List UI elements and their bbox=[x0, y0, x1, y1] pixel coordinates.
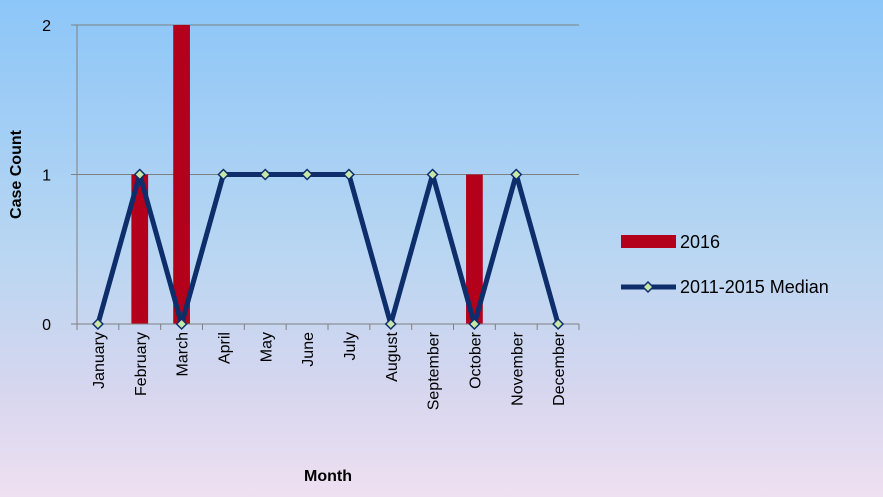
x-tick-label: March bbox=[175, 332, 192, 376]
median-line bbox=[95, 172, 561, 327]
x-tick-label: January bbox=[91, 332, 108, 389]
x-tick-label: May bbox=[258, 332, 275, 362]
y-tick-label: 1 bbox=[42, 168, 51, 185]
median-point bbox=[133, 168, 146, 181]
median-point bbox=[510, 168, 523, 181]
median-point bbox=[301, 168, 314, 181]
bar bbox=[131, 174, 149, 324]
legend-swatch-2016 bbox=[621, 235, 676, 248]
y-tick-label: 2 bbox=[42, 18, 51, 35]
axes bbox=[71, 24, 580, 330]
gridlines bbox=[77, 24, 579, 175]
median-point bbox=[259, 168, 272, 181]
median-point bbox=[175, 317, 188, 331]
legend-label-2016: 2016 bbox=[680, 232, 720, 252]
x-tick-label: December bbox=[551, 331, 568, 405]
legend-marker-median bbox=[641, 280, 655, 294]
legend-label-median: 2011-2015 Median bbox=[680, 277, 829, 297]
y-axis-title: Case Count bbox=[8, 129, 25, 219]
x-tick-label: April bbox=[216, 332, 233, 364]
line-series-median bbox=[91, 168, 565, 331]
bar bbox=[466, 174, 483, 324]
median-point bbox=[342, 168, 355, 181]
median-point bbox=[426, 168, 439, 181]
legend: 2016 2011-2015 Median bbox=[621, 232, 829, 297]
median-point bbox=[552, 317, 565, 331]
x-tick-labels: January February March April May June July Augu… bbox=[91, 331, 568, 410]
x-tick-label: June bbox=[300, 332, 317, 367]
x-axis-title: Month bbox=[304, 468, 352, 485]
median-point bbox=[91, 317, 104, 331]
x-tick-label: November bbox=[509, 331, 526, 405]
x-tick-label: February bbox=[133, 332, 150, 396]
x-tick-label: July bbox=[342, 332, 359, 360]
median-point bbox=[468, 317, 481, 331]
y-tick-labels: 0 1 2 bbox=[42, 18, 51, 334]
x-tick-label: August bbox=[384, 331, 401, 381]
bar bbox=[173, 25, 190, 324]
median-point bbox=[217, 168, 230, 181]
y-tick-label: 0 bbox=[42, 317, 51, 334]
x-tick-label: September bbox=[426, 331, 443, 410]
x-tick-label: October bbox=[467, 331, 484, 389]
bar-series-2016 bbox=[131, 25, 483, 324]
median-point bbox=[384, 317, 397, 331]
